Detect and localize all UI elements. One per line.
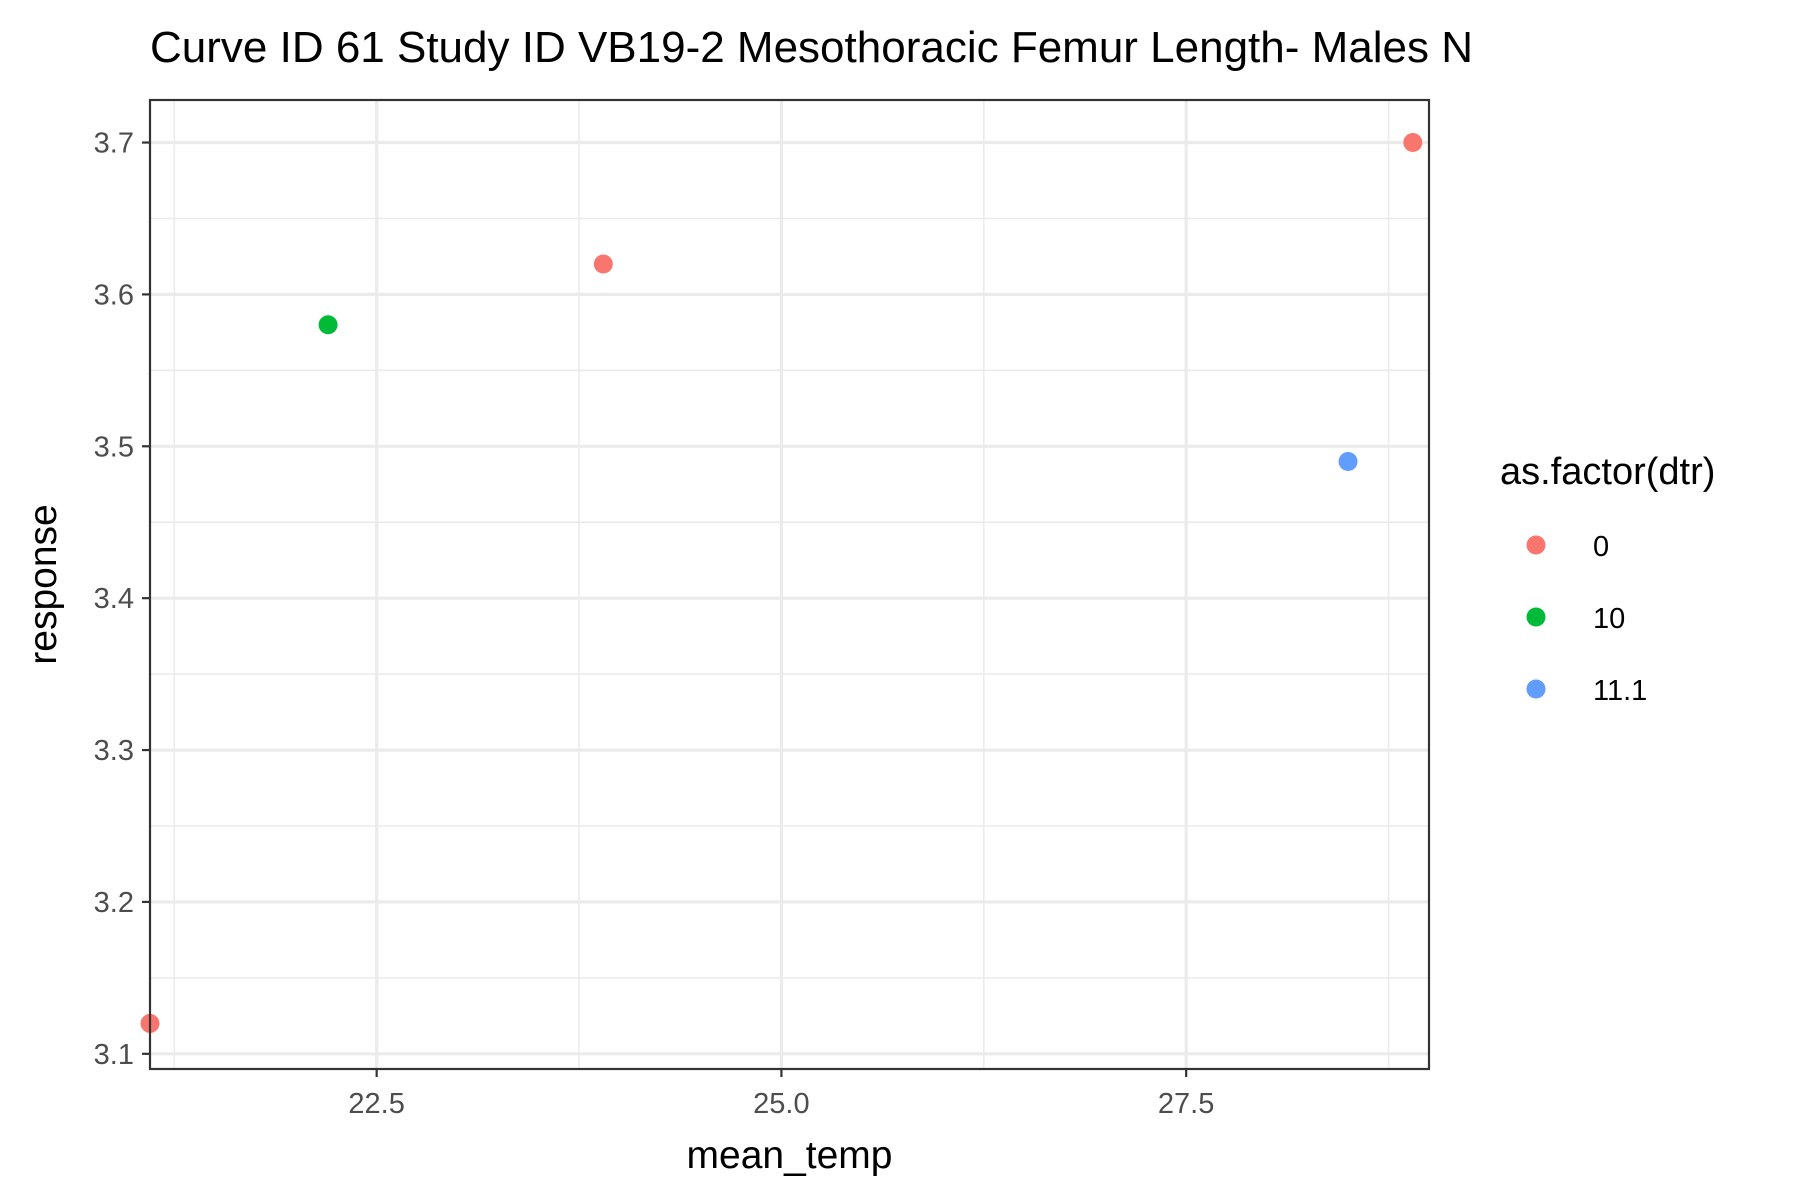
data-point — [1339, 452, 1358, 471]
y-tick-label: 3.4 — [94, 583, 134, 615]
y-axis-ticks: 3.1 3.2 3.3 3.4 3.5 3.6 3.7 — [94, 128, 150, 1071]
y-tick-label: 3.1 — [94, 1039, 134, 1071]
chart-title: Curve ID 61 Study ID VB19-2 Mesothoracic… — [150, 23, 1473, 72]
legend-key — [1527, 680, 1546, 699]
x-tick-label: 25.0 — [753, 1088, 809, 1120]
x-tick-label: 22.5 — [348, 1088, 404, 1120]
y-tick-label: 3.7 — [94, 128, 134, 160]
data-point — [594, 255, 613, 274]
legend-title: as.factor(dtr) — [1500, 451, 1715, 493]
y-tick-label: 3.3 — [94, 735, 134, 767]
legend-label: 10 — [1593, 603, 1625, 635]
x-tick-label: 27.5 — [1158, 1088, 1214, 1120]
x-axis-ticks: 22.5 25.0 27.5 — [348, 1069, 1214, 1120]
legend-entries: 0 10 11.1 — [1527, 531, 1648, 707]
legend-key — [1527, 536, 1546, 555]
y-tick-label: 3.6 — [94, 279, 134, 311]
x-axis-title: mean_temp — [687, 1134, 893, 1177]
data-point — [1403, 133, 1422, 152]
y-axis-title: response — [22, 504, 65, 664]
y-tick-label: 3.2 — [94, 887, 134, 919]
data-point — [319, 315, 338, 334]
plot-panel — [150, 100, 1429, 1069]
legend: as.factor(dtr) 0 10 11.1 — [1500, 451, 1715, 707]
legend-label: 0 — [1593, 531, 1609, 563]
legend-key — [1527, 608, 1546, 627]
legend-label: 11.1 — [1593, 675, 1647, 707]
y-tick-label: 3.5 — [94, 431, 134, 463]
